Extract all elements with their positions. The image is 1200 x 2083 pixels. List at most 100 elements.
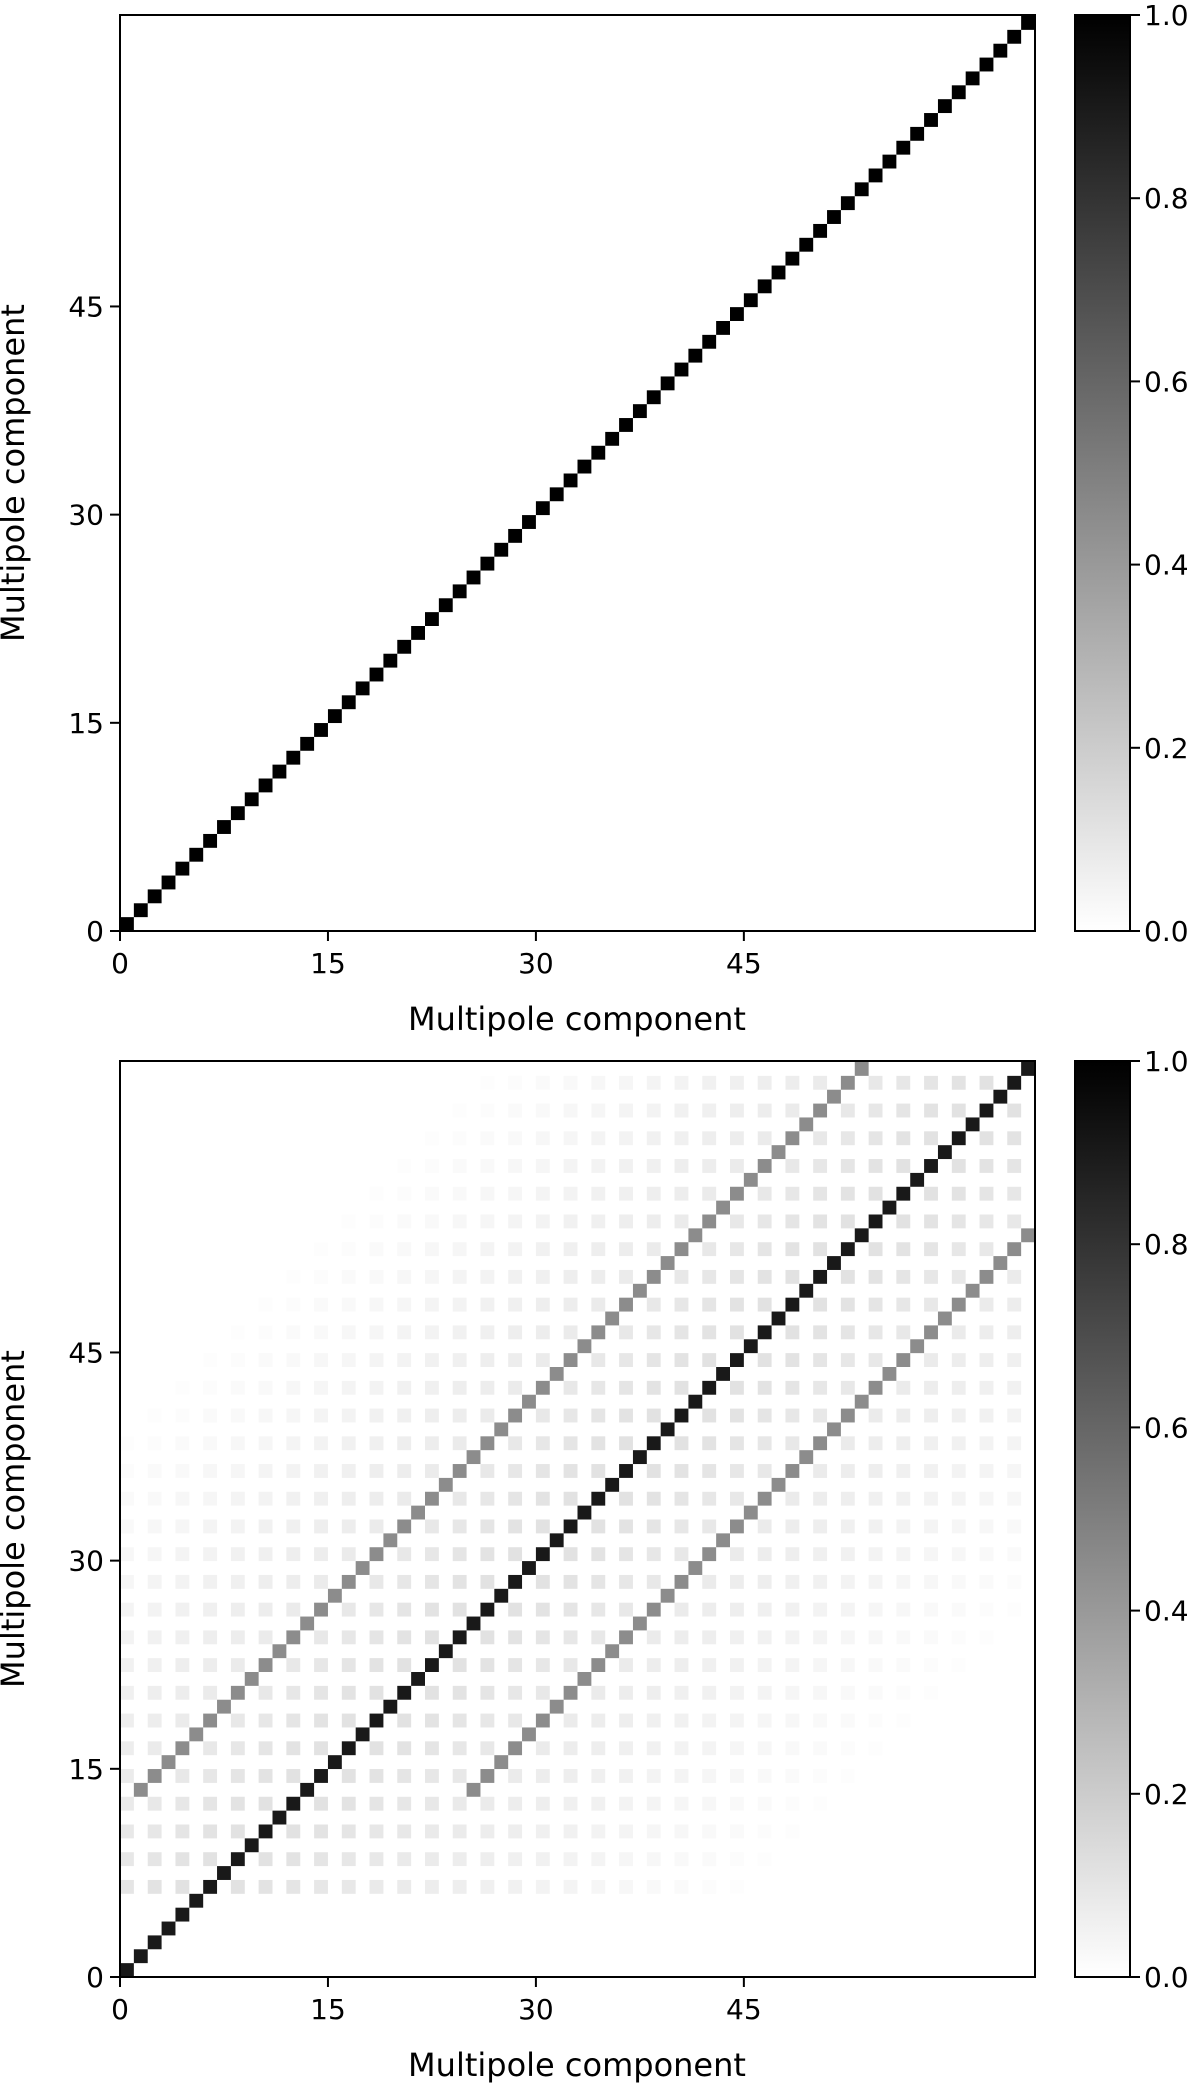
heatmap-cell	[674, 1879, 689, 1894]
heatmap-cell	[286, 1741, 301, 1756]
heatmap-cell	[674, 1519, 689, 1534]
heatmap-cell	[508, 1297, 523, 1312]
heatmap-cell	[743, 1339, 758, 1354]
heatmap-cell	[230, 1685, 245, 1700]
heatmap-cell	[702, 1519, 717, 1534]
heatmap-cell	[730, 1796, 744, 1811]
heatmap-cell	[924, 1353, 938, 1367]
heatmap-cell	[785, 1824, 800, 1839]
heatmap-cell	[702, 1491, 717, 1506]
heatmap-cell	[563, 1658, 578, 1672]
heatmap-cell	[619, 1685, 633, 1700]
heatmap-cell	[508, 1103, 523, 1118]
heatmap-cell	[480, 1242, 495, 1257]
heatmap-cell	[757, 1658, 772, 1672]
heatmap-cell	[702, 1214, 717, 1229]
heatmap-cell	[757, 1242, 772, 1257]
heatmap-cell	[730, 1297, 744, 1312]
heatmap-cell	[203, 1824, 218, 1839]
heatmap-cell	[203, 1464, 218, 1478]
heatmap-cell	[230, 1769, 245, 1783]
heatmap-cell	[508, 1491, 523, 1506]
heatmap-cell	[286, 1769, 301, 1783]
heatmap-cell	[369, 1574, 384, 1589]
heatmap-cell	[785, 1602, 800, 1617]
heatmap-cell	[563, 1519, 578, 1534]
heatmap-cell	[189, 1893, 204, 1908]
heatmap-cell	[397, 1269, 412, 1284]
heatmap-cell	[397, 1824, 412, 1839]
colorbar-tick-label: 0.0	[1144, 1961, 1189, 1994]
heatmap-cell	[771, 1477, 786, 1492]
heatmap-cell	[494, 1755, 509, 1770]
heatmap-cell	[203, 1630, 218, 1645]
heatmap-cell	[702, 1159, 717, 1173]
heatmap-cell	[951, 1297, 966, 1312]
heatmap-cell	[508, 1353, 523, 1367]
heatmap-cell	[452, 1796, 467, 1811]
heatmap-cell	[646, 1769, 661, 1783]
heatmap-cell	[591, 1131, 606, 1146]
heatmap-cell	[619, 1436, 633, 1451]
heatmap-cell	[341, 1769, 356, 1783]
heatmap-cell	[425, 1852, 439, 1867]
heatmap-cell	[258, 1769, 273, 1783]
heatmap-cell	[189, 1727, 204, 1742]
heatmap-cell	[369, 1297, 384, 1312]
heatmap-cell	[480, 1741, 495, 1756]
heatmap-cell	[896, 1408, 911, 1423]
heatmap-cell	[397, 1464, 412, 1478]
heatmap-cell	[397, 1879, 412, 1894]
heatmap-cell	[314, 1436, 328, 1451]
heatmap-cell	[1007, 1491, 1022, 1506]
heatmap-cell	[480, 1269, 495, 1284]
heatmap-cell	[425, 1408, 439, 1423]
heatmap-cell	[549, 1699, 564, 1714]
heatmap-cell	[785, 1353, 800, 1367]
heatmap-cell	[896, 1242, 911, 1257]
heatmap-cell	[452, 1685, 467, 1700]
heatmap-cell	[951, 1658, 966, 1672]
heatmap-cell	[230, 1713, 245, 1728]
heatmap-cell	[591, 1602, 606, 1617]
heatmap-cell	[730, 1408, 744, 1423]
y-tick-label: 45	[68, 290, 104, 323]
heatmap-cell	[258, 1796, 273, 1811]
heatmap-cell	[397, 1796, 412, 1811]
heatmap-cell	[535, 1131, 550, 1146]
heatmap-cell	[258, 1630, 273, 1645]
heatmap-cell	[286, 1408, 301, 1423]
heatmap-cell	[868, 1464, 883, 1478]
heatmap-cell	[619, 1769, 633, 1783]
heatmap-cell	[924, 1325, 938, 1340]
heatmap-cell	[1007, 1380, 1022, 1395]
heatmap-cell	[438, 1477, 453, 1492]
heatmap-cell	[175, 1658, 190, 1672]
heatmap-cell	[175, 1574, 190, 1589]
heatmap-cell	[480, 1353, 495, 1367]
heatmap-cell	[217, 1699, 231, 1714]
heatmap-cell	[577, 459, 592, 474]
heatmap-cell	[757, 1519, 772, 1534]
heatmap-cell	[563, 1796, 578, 1811]
heatmap-cell	[757, 1131, 772, 1146]
heatmap-cell	[730, 1685, 744, 1700]
heatmap-cell	[813, 223, 828, 238]
heatmap-cell	[785, 1547, 800, 1562]
heatmap-cell	[813, 1769, 828, 1783]
heatmap-cell	[619, 1159, 633, 1173]
heatmap-cell	[577, 1672, 592, 1686]
heatmap-cell	[425, 1685, 439, 1700]
heatmap-cell	[979, 1269, 994, 1284]
heatmap-cell	[147, 1519, 162, 1534]
heatmap-cell	[147, 1685, 162, 1700]
heatmap-cell	[480, 1491, 495, 1506]
heatmap-cell	[619, 1214, 633, 1229]
x-tick-label: 15	[310, 1993, 346, 2026]
heatmap-cell	[1007, 1075, 1022, 1090]
heatmap-cell	[674, 1852, 689, 1867]
heatmap-cell	[397, 1242, 412, 1257]
heatmap-cell	[535, 1685, 550, 1700]
heatmap-cell	[813, 1408, 828, 1423]
